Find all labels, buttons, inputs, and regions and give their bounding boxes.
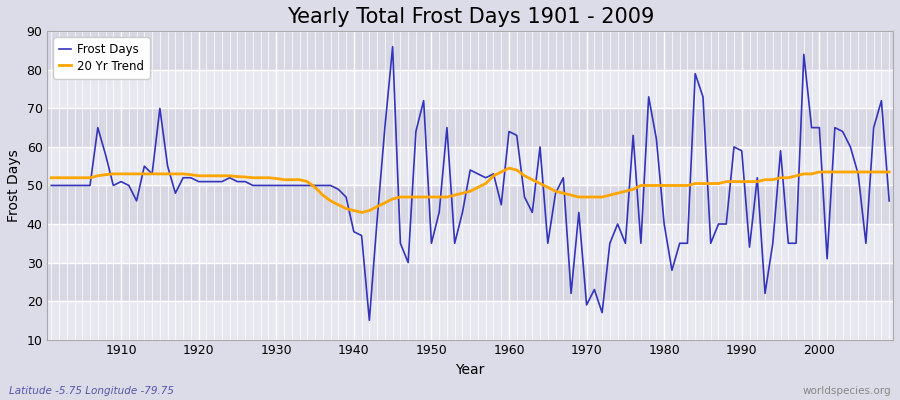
- 20 Yr Trend: [511, 168, 522, 172]
- 20 Yr Trend: [108, 172, 119, 176]
- Legend: Frost Days, 20 Yr Trend: Frost Days, 20 Yr Trend: [53, 37, 149, 78]
- Line: 20 Yr Trend: 20 Yr Trend: [51, 168, 889, 212]
- 20 Yr Trend: [884, 170, 895, 174]
- Bar: [48, 301, 893, 340]
- Bar: [48, 31, 893, 70]
- X-axis label: Year: Year: [455, 363, 485, 377]
- 20 Yr Trend: [519, 174, 530, 178]
- 20 Yr Trend: [504, 166, 515, 170]
- Frost Days: [279, 183, 290, 188]
- Bar: [48, 147, 893, 186]
- Frost Days: [519, 195, 530, 200]
- Title: Yearly Total Frost Days 1901 - 2009: Yearly Total Frost Days 1901 - 2009: [286, 7, 654, 27]
- Frost Days: [364, 318, 374, 323]
- Frost Days: [511, 133, 522, 138]
- Bar: [48, 186, 893, 224]
- Bar: [48, 70, 893, 108]
- 20 Yr Trend: [46, 175, 57, 180]
- Bar: [48, 224, 893, 262]
- 20 Yr Trend: [356, 210, 367, 215]
- Frost Days: [884, 198, 895, 203]
- Line: Frost Days: Frost Days: [51, 47, 889, 320]
- Text: Latitude -5.75 Longitude -79.75: Latitude -5.75 Longitude -79.75: [9, 386, 174, 396]
- 20 Yr Trend: [279, 177, 290, 182]
- Frost Days: [108, 183, 119, 188]
- Bar: [48, 108, 893, 147]
- Frost Days: [46, 183, 57, 188]
- 20 Yr Trend: [325, 198, 336, 203]
- 20 Yr Trend: [612, 191, 623, 196]
- Frost Days: [387, 44, 398, 49]
- Text: worldspecies.org: worldspecies.org: [803, 386, 891, 396]
- Frost Days: [325, 183, 336, 188]
- Y-axis label: Frost Days: Frost Days: [7, 149, 21, 222]
- Bar: [48, 262, 893, 301]
- Frost Days: [612, 222, 623, 226]
